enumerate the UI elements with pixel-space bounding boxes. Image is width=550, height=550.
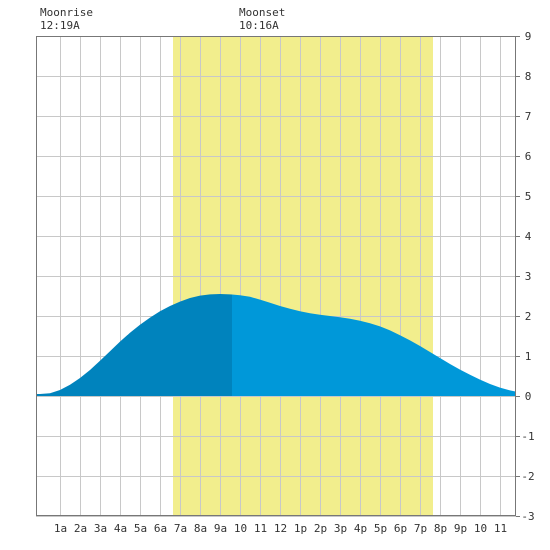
y-tick-label: 1 xyxy=(525,350,532,363)
x-tick-label: 11 xyxy=(254,522,267,535)
x-tick-label: 6a xyxy=(154,522,167,535)
x-tick-labels: 1a 2a 3a 4a 5a 6a 7a 8a 9a 10 11 12 1p 2p 3p 4p 5p 6p 7p 8p… xyxy=(54,522,507,535)
x-tick-label: 8a xyxy=(194,522,207,535)
x-tick-label: 3a xyxy=(94,522,107,535)
x-tick-label: 1p xyxy=(294,522,307,535)
x-tick-label: 9a xyxy=(214,522,227,535)
y-tick-label: 6 xyxy=(525,150,532,163)
moonrise-time: 12:19A xyxy=(40,19,80,32)
y-tick-labels: -3 -2 -1 0 1 2 3 4 5 6 7 8 9 xyxy=(521,30,534,523)
x-tick-label: 12 xyxy=(274,522,287,535)
x-tick-label: 9p xyxy=(454,522,467,535)
x-tick-label: 2p xyxy=(314,522,327,535)
moonset-time: 10:16A xyxy=(239,19,279,32)
tide-area-past xyxy=(36,294,232,396)
y-tick-label: 0 xyxy=(525,390,532,403)
moonset-label: Moonset 10:16A xyxy=(239,6,285,32)
x-tick-label: 7a xyxy=(174,522,187,535)
y-tick-label: -1 xyxy=(521,430,534,443)
y-tick-label: 4 xyxy=(525,230,532,243)
x-tick-label: 10 xyxy=(234,522,247,535)
moonrise-label: Moonrise 12:19A xyxy=(40,6,93,32)
axis-layer xyxy=(36,36,520,517)
x-tick-label: 1a xyxy=(54,522,67,535)
y-tick-label: 9 xyxy=(525,30,532,43)
x-tick-label: 4p xyxy=(354,522,367,535)
y-tick-label: 7 xyxy=(525,110,532,123)
y-tick-label: 5 xyxy=(525,190,532,203)
y-tick-label: 3 xyxy=(525,270,532,283)
x-tick-label: 8p xyxy=(434,522,447,535)
moonset-title: Moonset xyxy=(239,6,286,19)
x-tick-label: 7p xyxy=(414,522,427,535)
x-tick-label: 3p xyxy=(334,522,347,535)
plot-frame xyxy=(36,36,516,516)
tide-area-layer xyxy=(36,294,516,396)
tide-area-future xyxy=(232,294,516,396)
x-tick-label: 11 xyxy=(494,522,507,535)
y-tick-label: -3 xyxy=(521,510,534,523)
y-tick-label: 8 xyxy=(525,70,532,83)
x-tick-label: 2a xyxy=(74,522,87,535)
x-tick-label: 5p xyxy=(374,522,387,535)
moonrise-title: Moonrise xyxy=(40,6,93,19)
x-tick-label: 6p xyxy=(394,522,407,535)
y-tick-label: 2 xyxy=(525,310,532,323)
x-tick-label: 10 xyxy=(474,522,487,535)
x-tick-label: 4a xyxy=(114,522,127,535)
x-tick-label: 5a xyxy=(134,522,147,535)
y-tick-label: -2 xyxy=(521,470,534,483)
